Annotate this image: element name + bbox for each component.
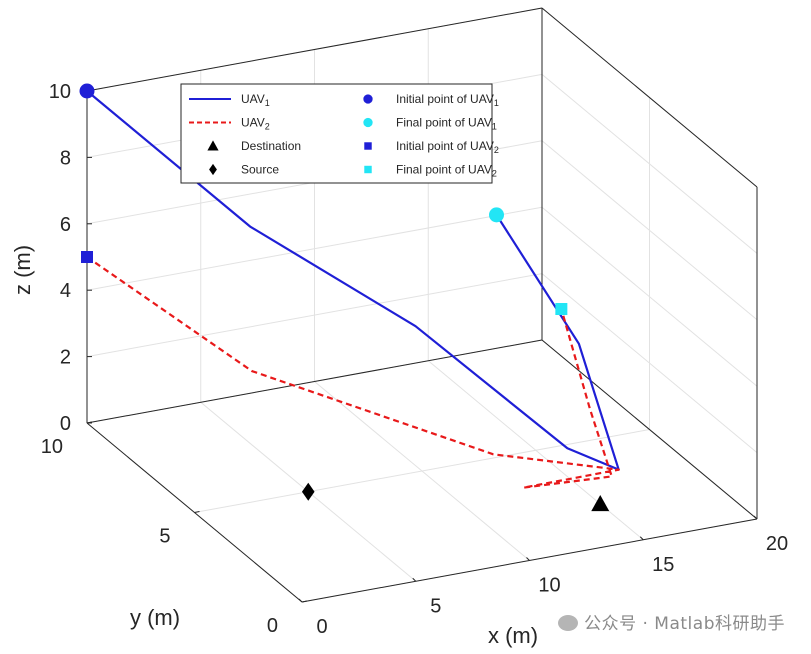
axis-edge [86,339,543,424]
legend-label-subscript: 1 [265,98,270,108]
legend-label-subscript: 2 [494,145,499,155]
legend-label: Initial point of UAV1 [396,92,499,108]
legend: UAV1 UAV2 Destination Source Initial point o… [180,83,499,184]
x-tick-label: 15 [652,554,674,576]
x-tick-label: 10 [538,575,560,597]
x-tick-label: 20 [766,533,788,555]
y-axis-label: y (m) [130,605,180,630]
z-tick-label: 2 [60,347,71,369]
y-tick-label: 10 [41,436,63,458]
x-tick-mark [753,515,758,520]
x-tick-mark [298,598,303,603]
legend-label: Destination [241,139,301,153]
legend-label: Final point of UAV2 [396,163,497,179]
series-uav1 [86,90,620,471]
legend-label-subscript: 1 [494,98,499,108]
initial-point-of-uav1-marker [79,83,95,99]
legend-square-marker [364,165,372,174]
wechat-icon [558,615,579,631]
z-tick-label: 0 [60,413,71,435]
x-tick-label: 0 [316,616,327,638]
x-tick-mark [639,536,644,541]
x-tick-label: 5 [430,595,441,617]
y-tick-label: 5 [159,526,170,548]
legend-label: Final point of UAV1 [396,116,497,132]
series-uav2 [86,256,620,489]
z-axis-label: z (m) [10,245,35,295]
axis-edge [86,7,543,92]
watermark: 公众号 · Matlab科研助手 [558,609,785,634]
legend-label: UAV2 [241,116,270,132]
gridline [194,429,650,513]
legend-label: Source [241,163,279,177]
final-point-of-uav2-marker [555,303,568,316]
legend-circle-marker [363,117,373,128]
y-tick-mark [301,600,308,603]
legend-label: UAV1 [241,92,270,108]
axis-edge [541,7,758,188]
x-tick-mark [526,557,530,561]
legend-label-subscript: 2 [492,169,497,179]
x-axis-label: x (m) [488,623,538,648]
plot-series [86,90,620,489]
watermark-text: 公众号 · Matlab科研助手 [584,614,785,634]
legend-circle-marker [363,94,373,104]
plot-markers [79,83,610,512]
initial-point-of-uav2-marker [81,251,93,263]
z-tick-label: 8 [60,147,71,169]
y-tick-mark [194,511,200,513]
legend-label-subscript: 2 [265,122,270,132]
y-tick-label: 0 [267,615,278,637]
source-marker [301,482,315,501]
legend-triangle-marker [207,140,219,151]
legend-square-marker [364,142,372,150]
z-tick-label: 10 [49,81,71,103]
z-tick-label: 6 [60,214,71,236]
legend-label-subscript: 1 [492,122,497,132]
final-point-of-uav1-marker [489,207,504,223]
z-tick-label: 4 [60,280,71,302]
x-tick-mark [412,577,417,582]
legend-label: Initial point of UAV2 [396,139,499,155]
legend-box [180,83,493,184]
legend-diamond-marker [209,163,217,176]
destination-marker [591,494,610,512]
